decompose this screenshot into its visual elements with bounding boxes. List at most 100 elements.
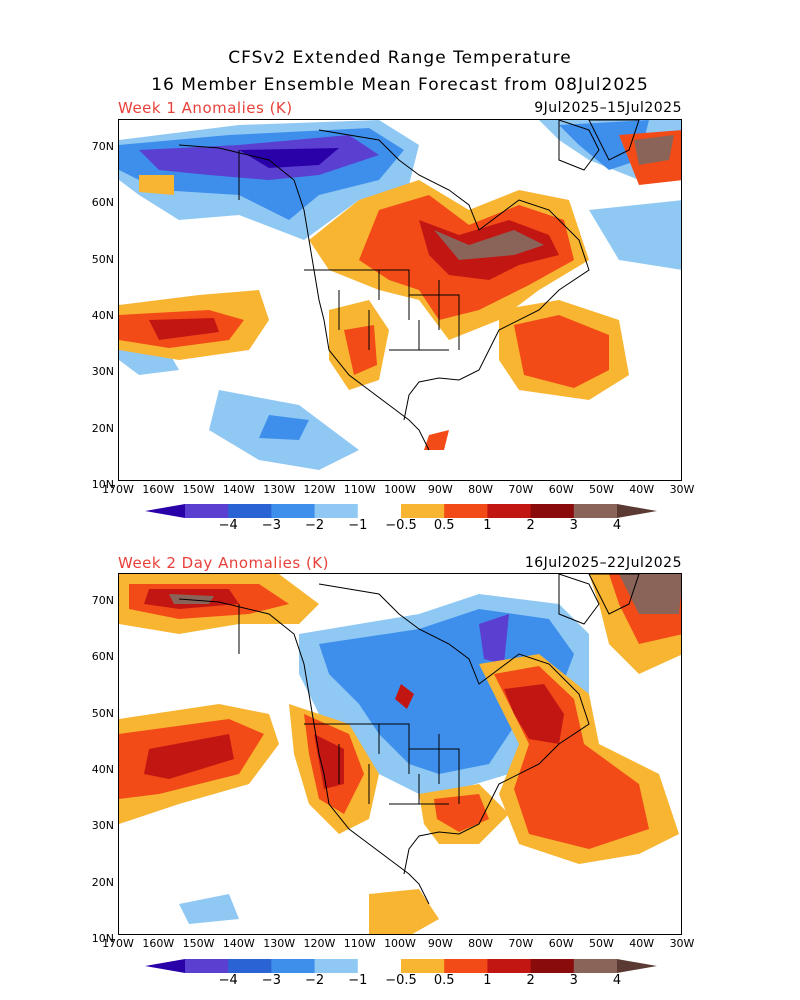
week2-anomaly-map bbox=[118, 573, 682, 935]
lat-label: 10N bbox=[91, 931, 114, 945]
colorbar-label: −3 bbox=[261, 973, 281, 988]
lon-label: 100W bbox=[384, 483, 416, 496]
colorbar-label: 4 bbox=[612, 973, 622, 988]
colorbar-segment bbox=[444, 959, 488, 973]
week1-shading bbox=[119, 120, 681, 470]
lon-label: 130W bbox=[263, 937, 296, 950]
colorbar-segment bbox=[271, 959, 316, 973]
panel2-label: Week 2 Day Anomalies (K) bbox=[118, 554, 329, 572]
lon-label: 50W bbox=[588, 483, 614, 496]
lon-label: 140W bbox=[222, 937, 255, 950]
colorbar-label: −4 bbox=[218, 518, 238, 533]
colorbar-label: 1 bbox=[483, 973, 492, 988]
colorbar-segment bbox=[357, 504, 402, 518]
lon-label: 90W bbox=[427, 937, 453, 950]
lon-label: 110W bbox=[343, 937, 376, 950]
lat-label: 60N bbox=[91, 196, 114, 210]
week2-shading bbox=[119, 574, 681, 934]
lon-label: 110W bbox=[343, 483, 376, 496]
colorbar-label: −0.5 bbox=[385, 518, 417, 533]
lon-label: 40W bbox=[629, 483, 655, 496]
lon-label: 120W bbox=[303, 937, 336, 950]
lon-label: 100W bbox=[384, 937, 416, 950]
colorbar-label: 3 bbox=[569, 973, 578, 988]
lat-label: 20N bbox=[91, 421, 114, 435]
colorbar-segment bbox=[314, 959, 359, 973]
colorbar-label: 3 bbox=[569, 518, 578, 533]
lon-label: 90W bbox=[427, 483, 453, 496]
lat-label: 40N bbox=[91, 308, 114, 322]
lon-label: 60W bbox=[548, 937, 574, 950]
colorbar-label: 1 bbox=[483, 518, 492, 533]
lat-label: 50N bbox=[91, 706, 114, 720]
lon-label: 150W bbox=[182, 483, 215, 496]
week1-colorbar bbox=[145, 503, 657, 518]
colorbar-segment bbox=[185, 959, 229, 973]
colorbar-low-triangle bbox=[145, 959, 185, 973]
colorbar-label: 2 bbox=[526, 518, 535, 533]
lon-label: 30W bbox=[669, 483, 695, 496]
lon-label: 70W bbox=[508, 483, 534, 496]
lon-label: 80W bbox=[468, 937, 493, 950]
colorbar-high-triangle bbox=[617, 504, 657, 518]
colorbar-segment bbox=[530, 959, 575, 973]
lon-label: 170W bbox=[102, 483, 134, 496]
week2-coastlines bbox=[178, 574, 640, 905]
lon-label: 170W bbox=[102, 937, 134, 950]
lat-label: 20N bbox=[91, 875, 114, 889]
colorbar-segment bbox=[228, 959, 272, 973]
colorbar-segment bbox=[444, 504, 488, 518]
panel2-dates: 16Jul2025–22Jul2025 bbox=[524, 555, 682, 571]
lat-label: 30N bbox=[91, 365, 114, 379]
lon-label: 80W bbox=[468, 483, 493, 496]
colorbar-label: −1 bbox=[348, 518, 368, 533]
lon-label: 140W bbox=[222, 483, 255, 496]
colorbar-segment bbox=[271, 504, 316, 518]
title-line-1: CFSv2 Extended Range Temperature bbox=[228, 48, 572, 68]
lat-label: 30N bbox=[91, 819, 114, 833]
panel1-label: Week 1 Anomalies (K) bbox=[118, 99, 293, 117]
lon-label: 70W bbox=[508, 937, 534, 950]
colorbar-label: −1 bbox=[348, 973, 368, 988]
colorbar-segment bbox=[185, 504, 229, 518]
colorbar-label: −0.5 bbox=[385, 973, 417, 988]
colorbar-segment bbox=[573, 504, 618, 518]
lat-label: 60N bbox=[91, 650, 114, 664]
colorbar-segment bbox=[357, 959, 402, 973]
lon-label: 120W bbox=[303, 483, 336, 496]
lat-label: 40N bbox=[91, 762, 114, 776]
colorbar-high-triangle bbox=[617, 959, 657, 973]
colorbar-label: −3 bbox=[261, 518, 281, 533]
colorbar-segment bbox=[573, 959, 618, 973]
panel1-dates: 9Jul2025–15Jul2025 bbox=[534, 100, 682, 116]
lat-label: 70N bbox=[91, 140, 114, 153]
colorbar-label: 0.5 bbox=[433, 973, 455, 988]
lon-label: 30W bbox=[669, 937, 695, 950]
lon-label: 60W bbox=[548, 483, 574, 496]
title-line-2: 16 Member Ensemble Mean Forecast from 08… bbox=[151, 75, 649, 95]
week2-colorbar bbox=[145, 958, 657, 973]
colorbar-label: −2 bbox=[305, 518, 325, 533]
lon-label: 150W bbox=[182, 937, 215, 950]
colorbar-segment bbox=[401, 504, 445, 518]
week1-coastlines bbox=[178, 120, 640, 451]
colorbar-low-triangle bbox=[145, 504, 185, 518]
colorbar-label: −2 bbox=[305, 973, 325, 988]
lon-label: 40W bbox=[629, 937, 655, 950]
lon-label: 50W bbox=[588, 937, 614, 950]
lon-label: 160W bbox=[142, 937, 175, 950]
colorbar-segment bbox=[228, 504, 272, 518]
colorbar-segment bbox=[401, 959, 445, 973]
colorbar-label: −4 bbox=[218, 973, 238, 988]
colorbar-segment bbox=[487, 959, 532, 973]
lon-label: 160W bbox=[142, 483, 175, 496]
colorbar-segment bbox=[314, 504, 359, 518]
colorbar-segment bbox=[487, 504, 532, 518]
week1-anomaly-map bbox=[118, 119, 682, 481]
lon-label: 130W bbox=[263, 483, 296, 496]
colorbar-label: 4 bbox=[612, 518, 622, 533]
colorbar-segment bbox=[530, 504, 575, 518]
colorbar-label: 0.5 bbox=[433, 518, 455, 533]
lat-label: 10N bbox=[91, 477, 114, 491]
colorbar-label: 2 bbox=[526, 973, 535, 988]
